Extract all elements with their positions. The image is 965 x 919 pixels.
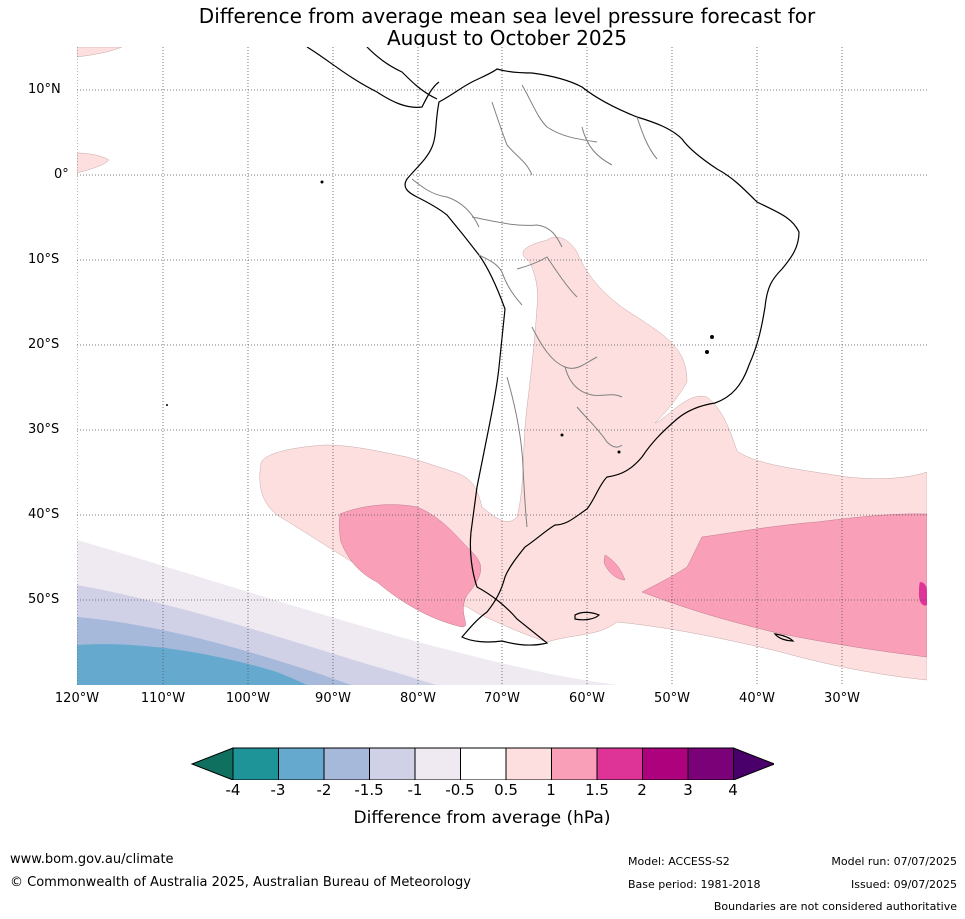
colorbar-extend-high xyxy=(733,747,776,781)
colorbar-tick: -3 xyxy=(270,781,286,799)
colorbar-cell xyxy=(642,747,689,781)
colorbar-cell xyxy=(687,747,734,781)
colorbar-tick: 0.5 xyxy=(494,781,518,799)
colorbar-cell xyxy=(596,747,643,781)
central-america-coast xyxy=(306,47,440,108)
lon-label-120w: 120°W xyxy=(54,691,100,706)
lat-label-10n: 10°N xyxy=(28,82,61,97)
colorbar-title: Difference from average (hPa) xyxy=(353,808,611,828)
colorbar-tick: -2 xyxy=(316,781,332,799)
band-0-5-small-north xyxy=(77,47,123,58)
lon-label-40w: 40°W xyxy=(739,691,775,706)
lat-label-10s: 10°S xyxy=(28,252,60,267)
model-run-date: Model run: 07/07/2025 xyxy=(831,855,957,868)
map-svg xyxy=(77,47,927,685)
colorbar-tick: 1 xyxy=(546,781,556,799)
colorbar-tick: 2 xyxy=(637,781,647,799)
band-minus-2 xyxy=(77,644,307,685)
colorbar-cell xyxy=(414,747,461,781)
south-georgia xyxy=(773,633,795,642)
title-line-1: Difference from average mean sea level p… xyxy=(198,4,816,28)
colorbar-cells xyxy=(190,747,776,781)
colorbar-extend-low xyxy=(190,747,234,781)
band-1-east xyxy=(641,513,927,658)
band-1-small xyxy=(603,554,626,581)
boundaries-disclaimer: Boundaries are not considered authoritat… xyxy=(713,900,957,913)
colorbar-tick: -1 xyxy=(407,781,423,799)
title-line-2: August to October 2025 xyxy=(386,26,628,50)
copyright-text: © Commonwealth of Australia 2025, Austra… xyxy=(10,875,471,890)
lon-label-70w: 70°W xyxy=(484,691,520,706)
issued-date: Issued: 09/07/2025 xyxy=(850,878,957,891)
land-outline xyxy=(306,47,800,646)
gridlines xyxy=(77,47,927,685)
lon-label-50w: 50°W xyxy=(654,691,690,706)
colorbar-tick: -1.5 xyxy=(354,781,384,799)
colorbar-cell xyxy=(369,747,416,781)
colorbar-tick: -4 xyxy=(225,781,241,799)
colorbar-cell xyxy=(505,747,552,781)
colorbar-tick: -0.5 xyxy=(445,781,475,799)
lon-label-60w: 60°W xyxy=(569,691,605,706)
website-link[interactable]: www.bom.gov.au/climate xyxy=(10,852,174,867)
colorbar-svg xyxy=(190,747,776,781)
south-america-coast xyxy=(404,68,800,646)
colorbar-cell xyxy=(232,747,279,781)
lat-label-20s: 20°S xyxy=(28,337,60,352)
map-plot xyxy=(77,47,927,685)
colorbar-cell xyxy=(551,747,598,781)
lat-label-50s: 50°S xyxy=(28,592,60,607)
islands xyxy=(166,180,714,454)
positive-anomaly-medium xyxy=(339,504,927,658)
colorbar-cell xyxy=(323,747,370,781)
lon-label-90w: 90°W xyxy=(315,691,351,706)
central-america-north xyxy=(366,47,438,100)
colorbar-tick: 4 xyxy=(728,781,738,799)
lat-label-30s: 30°S xyxy=(28,422,60,437)
lat-label-40s: 40°S xyxy=(28,507,60,522)
base-period: Base period: 1981-2018 xyxy=(628,878,761,891)
lon-label-30w: 30°W xyxy=(824,691,860,706)
band-0-5-equator xyxy=(77,152,110,174)
negative-anomaly-bands xyxy=(77,540,617,685)
colorbar-cell xyxy=(278,747,325,781)
lat-label-0: 0° xyxy=(54,167,69,182)
band-1-west xyxy=(339,504,481,628)
colorbar-cell xyxy=(460,747,507,781)
map-title: Difference from average mean sea level p… xyxy=(0,5,965,49)
lon-label-110w: 110°W xyxy=(140,691,186,706)
lon-label-80w: 80°W xyxy=(400,691,436,706)
band-1-5-east-edge xyxy=(919,582,927,606)
lon-label-100w: 100°W xyxy=(225,691,271,706)
falklands xyxy=(574,611,601,621)
model-name: Model: ACCESS-S2 xyxy=(628,855,730,868)
country-borders xyxy=(411,84,658,528)
colorbar-tick: 1.5 xyxy=(585,781,609,799)
colorbar xyxy=(190,744,776,784)
colorbar-tick: 3 xyxy=(683,781,693,799)
